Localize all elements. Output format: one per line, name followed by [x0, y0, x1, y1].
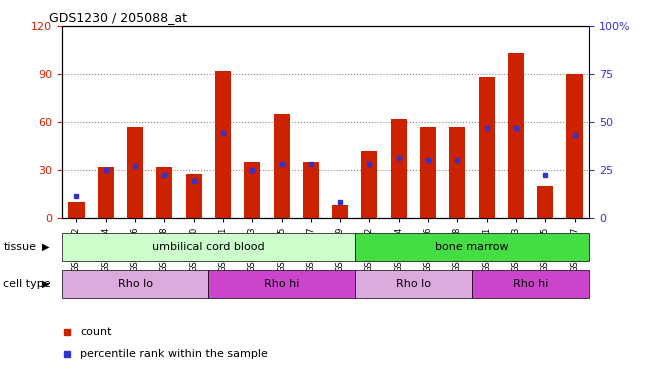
Text: Rho hi: Rho hi	[264, 279, 299, 289]
Bar	[449, 127, 465, 218]
Bar	[215, 71, 231, 217]
Text: GDS1230 / 205088_at: GDS1230 / 205088_at	[49, 11, 187, 24]
Bar	[332, 205, 348, 218]
Bar	[62, 270, 208, 298]
Text: ▶: ▶	[42, 242, 50, 252]
Bar	[62, 232, 355, 261]
Bar	[303, 162, 319, 218]
Text: umbilical cord blood: umbilical cord blood	[152, 242, 265, 252]
Bar	[273, 114, 290, 218]
Bar	[127, 127, 143, 218]
Text: tissue: tissue	[3, 242, 36, 252]
Bar	[156, 166, 173, 218]
Bar	[208, 270, 355, 298]
Bar	[391, 118, 407, 218]
Text: bone marrow: bone marrow	[435, 242, 509, 252]
Bar	[244, 162, 260, 218]
Bar	[472, 270, 589, 298]
Text: Rho hi: Rho hi	[513, 279, 548, 289]
Bar	[420, 127, 436, 218]
Text: cell type: cell type	[3, 279, 51, 289]
Bar	[186, 174, 202, 217]
Bar	[537, 186, 553, 218]
Bar	[361, 150, 378, 217]
Text: Rho lo: Rho lo	[396, 279, 431, 289]
Bar	[355, 232, 589, 261]
Text: percentile rank within the sample: percentile rank within the sample	[80, 349, 268, 359]
Text: Rho lo: Rho lo	[118, 279, 152, 289]
Bar	[68, 202, 85, 217]
Bar	[355, 270, 472, 298]
Bar	[508, 53, 524, 217]
Bar	[478, 77, 495, 218]
Bar	[566, 74, 583, 217]
Bar	[98, 166, 114, 218]
Text: ▶: ▶	[42, 279, 50, 289]
Text: count: count	[80, 327, 112, 338]
